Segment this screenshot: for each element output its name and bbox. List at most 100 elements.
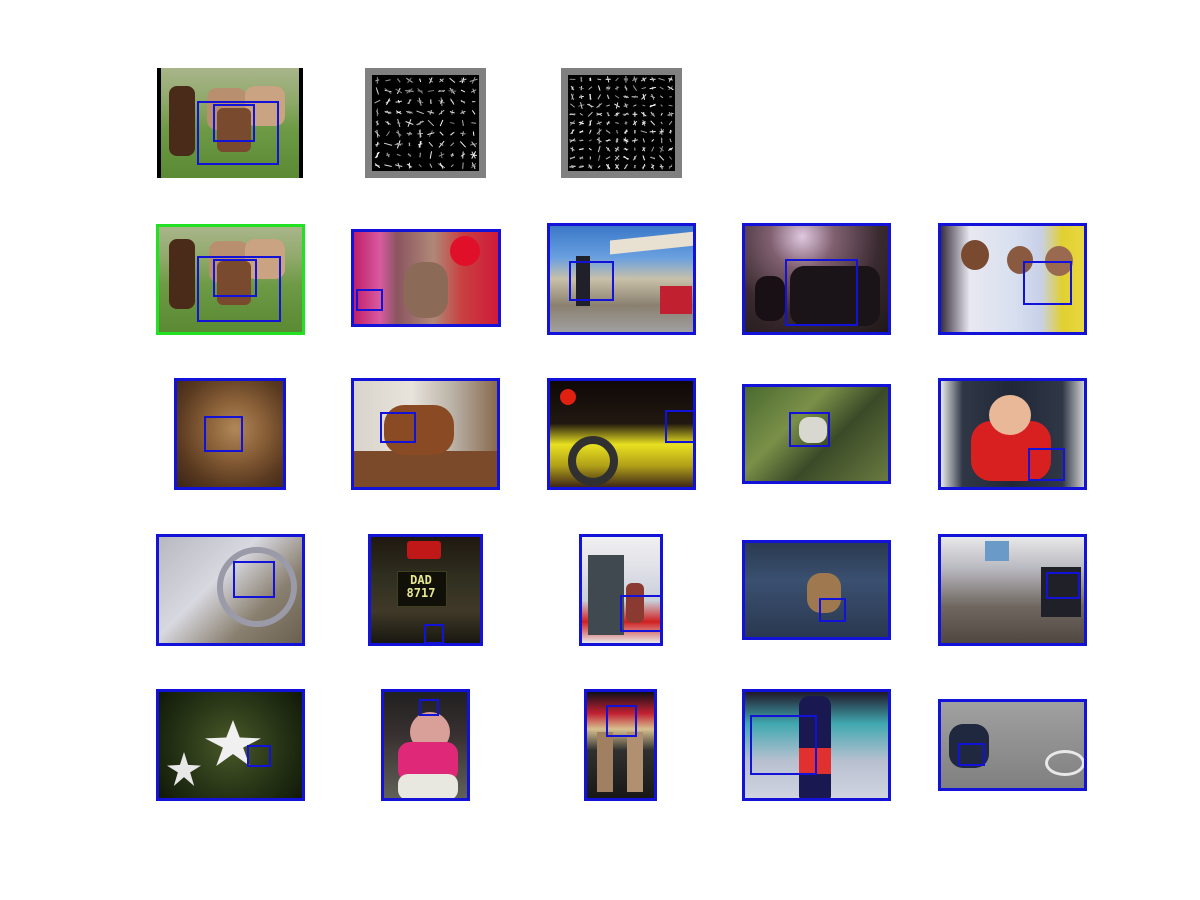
hog-stroke (623, 164, 629, 170)
hog-stroke (649, 103, 656, 108)
hog-stroke (606, 104, 611, 107)
hog-stroke (634, 138, 636, 143)
hog-stroke (615, 138, 619, 143)
result-13-bus-door (579, 534, 663, 646)
hog-stroke (615, 102, 619, 109)
result-12-motorbike-plate: DAD 8717 (368, 534, 483, 646)
hog-stroke (427, 90, 434, 92)
hog-stroke (395, 164, 403, 168)
hog-stroke (659, 86, 664, 90)
hog-stroke (569, 113, 576, 115)
hog-stroke (569, 122, 575, 124)
result-1-horses (156, 224, 305, 335)
hog-stroke (615, 77, 619, 82)
hog-stroke (419, 78, 422, 83)
hog-stroke (579, 156, 584, 160)
hog-stroke (418, 141, 422, 148)
hog-stroke (649, 86, 656, 90)
hog-stroke (471, 122, 477, 124)
hog-stroke (587, 111, 593, 117)
hog-stroke (607, 94, 610, 99)
hog-stroke (569, 157, 575, 159)
hog-stroke (450, 99, 455, 105)
hog-stroke (439, 164, 444, 168)
hog-stroke (596, 121, 602, 125)
hog-stroke (589, 129, 592, 134)
hog-stroke (660, 121, 663, 125)
hog-stroke (428, 77, 433, 83)
hog-stroke (462, 162, 464, 169)
hog-stroke (408, 142, 411, 147)
hog-stroke (642, 163, 646, 170)
result-4-group-friends (742, 223, 891, 335)
hog-stroke (394, 143, 403, 146)
result-17-baby (381, 689, 470, 801)
hog-stroke (416, 100, 424, 104)
hog-stroke (624, 129, 628, 135)
hog-stroke (597, 145, 601, 153)
hog-stroke (632, 85, 638, 92)
hog-stroke (579, 148, 584, 151)
hog-template-parts (561, 68, 682, 178)
hog-stroke (449, 111, 455, 114)
hog-stroke (570, 103, 575, 108)
hog-stroke (597, 94, 602, 100)
hog-stroke (606, 139, 611, 142)
hog-stroke (623, 78, 629, 81)
hog-stroke (659, 155, 665, 161)
hog-stroke (605, 146, 611, 152)
hog-stroke (448, 90, 457, 92)
hog-stroke (668, 112, 673, 117)
hog-stroke (614, 112, 620, 117)
license-plate (397, 571, 447, 607)
hog-stroke (386, 131, 391, 137)
hog-stroke (588, 147, 592, 151)
hog-stroke (571, 129, 574, 135)
hog-stroke (580, 165, 583, 169)
hog-stroke (376, 129, 379, 138)
hog-stroke (407, 153, 412, 157)
result-6-kitten (174, 378, 286, 490)
hog-stroke (418, 164, 422, 168)
hog-stroke (451, 152, 454, 158)
hog-stroke (589, 93, 592, 100)
hog-stroke (416, 110, 424, 115)
hog-stroke (428, 141, 434, 147)
hog-stroke (580, 94, 583, 100)
hog-stroke (598, 86, 601, 91)
hog-stroke (469, 78, 478, 82)
hog-stroke (386, 152, 390, 158)
hog-stroke (459, 141, 466, 148)
hog-stroke (460, 89, 466, 93)
hog-stroke (439, 131, 444, 136)
hog-stroke (578, 121, 585, 125)
hog-stroke (396, 153, 401, 157)
hog-stroke (605, 156, 611, 160)
hog-stroke (622, 156, 630, 160)
hog-stroke (651, 163, 655, 170)
hog-stroke (633, 95, 637, 99)
hog-stroke (429, 151, 432, 159)
hog-stroke (461, 78, 465, 83)
hog-stroke (450, 131, 454, 136)
hog-stroke (375, 121, 380, 125)
hog-stroke (596, 129, 602, 135)
hog-stroke (427, 132, 435, 136)
hog-stroke (614, 155, 620, 161)
result-19-bottle-bed (742, 689, 891, 801)
hog-stroke (624, 95, 628, 99)
hog-stroke (668, 120, 673, 126)
hog-stroke (669, 147, 672, 151)
hog-stroke (668, 156, 673, 160)
hog-stroke (641, 122, 646, 124)
hog-stroke (449, 77, 456, 83)
hog-stroke (450, 142, 455, 147)
hog-stroke (569, 138, 576, 143)
hog-stroke (579, 130, 584, 134)
hog-stroke (571, 86, 574, 90)
hog-stroke (439, 78, 444, 82)
hog-stroke (642, 155, 646, 161)
hog-stroke (374, 99, 381, 104)
hog-stroke (642, 147, 645, 151)
hog-stroke (471, 141, 477, 148)
